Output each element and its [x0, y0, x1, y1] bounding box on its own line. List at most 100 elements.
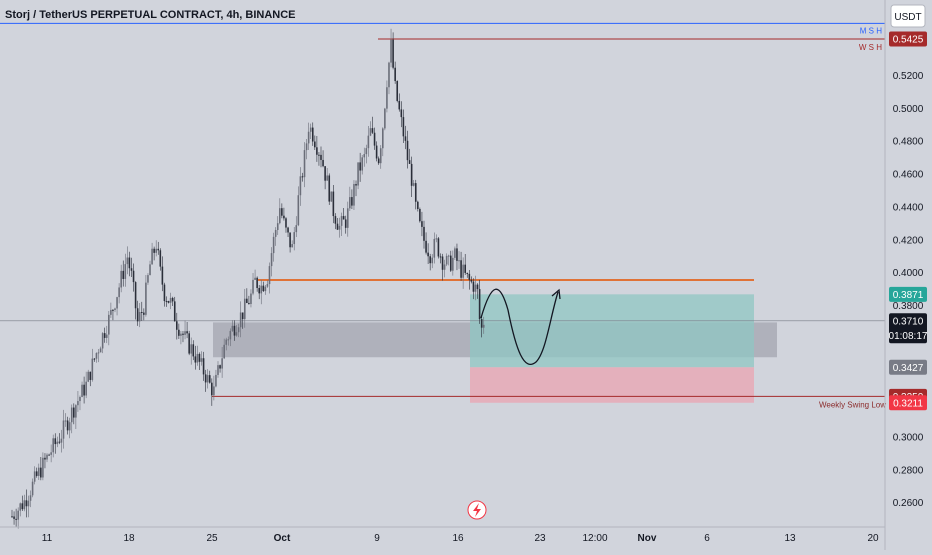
- candle-body: [136, 308, 139, 322]
- candle-body: [476, 284, 479, 290]
- candle-body: [384, 108, 386, 129]
- candle-body: [429, 256, 431, 264]
- y-tick-label: 0.5000: [893, 104, 924, 115]
- candle-body: [77, 401, 79, 406]
- candle-body: [276, 223, 279, 231]
- candle-body: [184, 331, 186, 335]
- candle-body: [56, 441, 59, 445]
- candle-body: [165, 301, 168, 303]
- price-label-text: 0.3427: [893, 363, 924, 374]
- x-tick-label: 12:00: [582, 533, 607, 544]
- y-tick-label: 0.4800: [893, 137, 924, 148]
- candle-body: [283, 215, 285, 219]
- candle-body: [231, 325, 234, 331]
- price-label-entry-bottom: 0.3427: [889, 359, 927, 375]
- price-axis[interactable]: 0.5200 0.5000 0.4800 0.4600 0.4400 0.4200 0.40…: [893, 71, 924, 509]
- candle-body: [35, 471, 38, 476]
- candle-body: [357, 162, 359, 186]
- candle-body: [332, 191, 335, 217]
- candle-body: [307, 131, 310, 144]
- candle-body: [365, 148, 368, 155]
- candle-body: [433, 238, 436, 258]
- x-tick-label: 6: [704, 533, 710, 544]
- x-tick-label: Oct: [274, 533, 291, 544]
- candle-body: [157, 248, 160, 251]
- candle-body: [89, 371, 92, 380]
- candle-body: [186, 331, 188, 334]
- candle-body: [382, 128, 384, 149]
- currency-button[interactable]: USDT: [890, 4, 926, 28]
- candle-body: [449, 255, 452, 271]
- candle-body: [458, 260, 460, 262]
- candle-body: [19, 503, 22, 511]
- candle-body: [169, 297, 172, 303]
- candle-body: [361, 157, 363, 171]
- candle-body: [110, 309, 112, 315]
- candle-body: [412, 183, 415, 186]
- candle-body: [37, 467, 40, 476]
- candle-body: [406, 140, 409, 161]
- candle-body: [118, 287, 120, 298]
- candle-body: [270, 253, 273, 267]
- candle-body: [70, 407, 73, 423]
- candle-body: [301, 176, 304, 178]
- candle-body: [441, 256, 444, 270]
- candle-body: [190, 344, 193, 354]
- y-tick-label: 0.2800: [893, 465, 924, 476]
- chart-title: Storj / TetherUS PERPETUAL CONTRACT, 4h,…: [5, 9, 296, 21]
- candle-body: [303, 150, 306, 178]
- candle-body: [460, 260, 462, 278]
- candle-body: [91, 358, 94, 380]
- candle-body: [334, 216, 337, 224]
- alert-icon[interactable]: [467, 500, 487, 520]
- candle-body: [17, 510, 19, 520]
- candle-body: [470, 279, 473, 282]
- x-tick-label: 23: [534, 533, 546, 544]
- candle-body: [33, 471, 36, 482]
- candle-body: [103, 333, 106, 338]
- candle-body: [68, 422, 71, 431]
- candle-body: [122, 270, 125, 279]
- candle-body: [281, 208, 283, 216]
- candle-body: [126, 257, 129, 265]
- candle-body: [75, 405, 77, 418]
- candle-body: [54, 438, 57, 445]
- candle-body: [29, 495, 32, 501]
- candle-body: [338, 225, 341, 230]
- x-tick-label: 16: [452, 533, 464, 544]
- candle-body: [23, 500, 26, 510]
- candle-body: [145, 282, 147, 315]
- candle-body: [229, 330, 232, 340]
- candle-body: [254, 277, 256, 280]
- candle-body: [200, 358, 203, 362]
- candle-body: [299, 176, 302, 196]
- candle-body: [443, 264, 446, 270]
- candle-body: [396, 81, 399, 101]
- candle-body: [79, 396, 81, 402]
- candle-body: [355, 184, 357, 186]
- candle-body: [206, 375, 209, 383]
- price-label-text: 0.3871: [893, 290, 924, 301]
- candle-body: [243, 298, 246, 320]
- candle-body: [143, 312, 145, 315]
- candle-body: [262, 285, 265, 292]
- candle-body: [11, 516, 13, 518]
- candle-body: [167, 301, 170, 303]
- candle-body: [386, 87, 388, 109]
- y-tick-label: 0.3800: [893, 301, 924, 312]
- candle-body: [87, 371, 90, 382]
- candle-body: [99, 348, 102, 353]
- time-axis[interactable]: 11 18 25 Oct 9 16 23 12:00 Nov 6 13 20: [42, 533, 879, 544]
- price-label-bg: [889, 313, 927, 344]
- candle-body: [95, 353, 98, 359]
- candle-body: [369, 128, 372, 136]
- candle-body: [233, 325, 236, 336]
- candle-body: [336, 223, 339, 230]
- candles-layer: [11, 28, 485, 529]
- candle-body: [153, 248, 155, 253]
- price-label-bg: [889, 359, 927, 375]
- x-tick-label: 18: [123, 533, 135, 544]
- candle-body: [260, 285, 263, 294]
- candle-body: [287, 227, 289, 233]
